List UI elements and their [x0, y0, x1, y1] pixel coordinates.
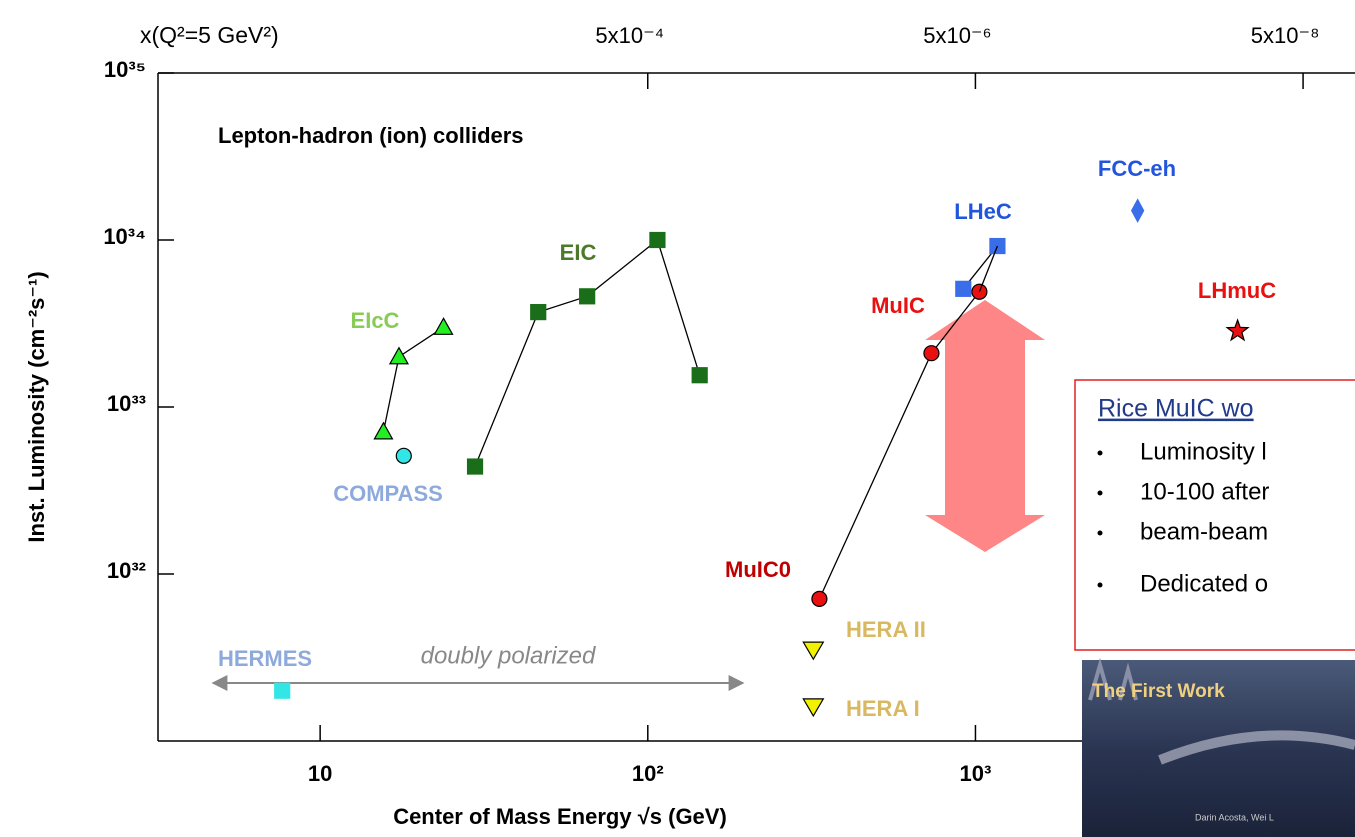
y-axis-title: Inst. Luminosity (cm⁻²s⁻¹)	[24, 271, 49, 542]
photo-title: The First Work	[1092, 681, 1225, 702]
x-tick-label: 10	[308, 761, 332, 786]
series-label: COMPASS	[333, 481, 443, 506]
y-tick-label: 10³⁴	[103, 224, 146, 249]
series-line	[979, 246, 997, 292]
x-axis-title: Center of Mass Energy √s (GeV)	[393, 804, 727, 829]
data-point	[803, 642, 823, 659]
data-point	[803, 699, 823, 716]
data-point	[956, 281, 971, 296]
data-point	[275, 683, 290, 698]
data-point	[396, 448, 411, 463]
chart-title: Lepton-hadron (ion) colliders	[218, 123, 524, 148]
data-point	[580, 289, 595, 304]
series-label: LHeC	[954, 199, 1012, 224]
y-tick-label: 10³²	[107, 558, 146, 583]
bullet-dot	[1098, 583, 1103, 588]
x2-axis-title: x(Q²=5 GeV²)	[140, 22, 279, 48]
data-point	[650, 233, 665, 248]
data-point	[468, 459, 483, 474]
x2-tick-label: 5x10⁻⁶	[923, 23, 991, 48]
bullet-dot	[1098, 491, 1103, 496]
series-label: HERA II	[846, 617, 926, 642]
series-line	[475, 240, 700, 467]
x2-tick-label: 5x10⁻⁸	[1251, 23, 1320, 48]
data-point	[374, 423, 392, 439]
series-label: MuIC	[871, 293, 925, 318]
bullet-dot	[1098, 531, 1103, 536]
data-point	[390, 348, 408, 364]
bullet-text: 10-100 after	[1140, 478, 1269, 505]
bullet-text: Dedicated o	[1140, 570, 1268, 597]
data-point	[435, 318, 453, 334]
series-label: HERMES	[218, 646, 312, 671]
box-title: Rice MuIC wo	[1098, 395, 1254, 423]
bullet-text: beam-beam	[1140, 518, 1268, 545]
x-tick-label: 10²	[632, 761, 664, 786]
series-line	[383, 327, 443, 432]
x-tick-label: 10³	[960, 761, 992, 786]
chart: x(Q²=5 GeV²) Lepton-hadron (ion) collide…	[0, 0, 1355, 837]
series-label: LHmuC	[1198, 278, 1276, 303]
x2-tick-label: 5x10⁻⁴	[595, 23, 664, 48]
photo-caption: Darin Acosta, Wei L	[1195, 812, 1274, 822]
page: x(Q²=5 GeV²) Lepton-hadron (ion) collide…	[0, 0, 1355, 837]
y-tick-label: 10³³	[107, 391, 146, 416]
data-point	[1227, 320, 1248, 340]
y-tick-label: 10³⁵	[104, 57, 146, 82]
annotation: MuIC0	[725, 557, 791, 582]
series-label: EIC	[560, 240, 597, 265]
data-point	[812, 591, 827, 606]
annotation: doubly polarized	[421, 642, 596, 669]
series-label: HERA I	[846, 696, 920, 721]
bullet-dot	[1098, 451, 1103, 456]
data-point	[924, 346, 939, 361]
data-point	[1132, 200, 1144, 222]
data-point	[692, 368, 707, 383]
series-label: FCC-eh	[1098, 156, 1176, 181]
bullet-text: Luminosity l	[1140, 438, 1267, 465]
series-label: EIcC	[351, 308, 400, 333]
data-point	[531, 305, 546, 320]
